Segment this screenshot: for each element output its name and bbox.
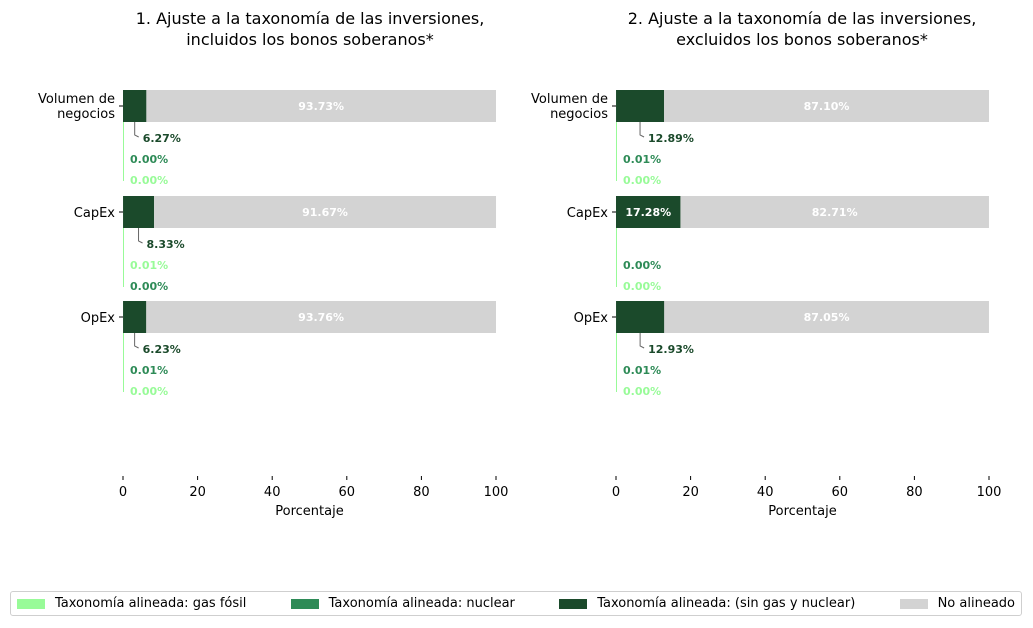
panel-2-label-no-2: 82.71% xyxy=(812,206,858,219)
panel-2-label-sin-3: 12.93% xyxy=(648,343,694,356)
panel-1-label-nuclear-3: 0.01% xyxy=(130,364,168,377)
panel-1-bar-sin-2 xyxy=(123,196,155,228)
panel-1-leader-sin-1 xyxy=(134,122,139,138)
panel-1-label-gas-3: 0.00% xyxy=(130,385,168,398)
panel-2-label-nuclear-1: 0.01% xyxy=(623,153,661,166)
panel-2-label-no-3: 87.05% xyxy=(804,311,850,324)
panel-1-category-label-1-2: negocios xyxy=(57,107,115,122)
panel-1-label-no-3: 93.76% xyxy=(298,311,344,324)
panel-1-label-sin-1: 6.27% xyxy=(143,132,181,145)
panel-1-xtick-label-100: 100 xyxy=(484,485,509,500)
panel-2-bar-no-1 xyxy=(664,90,989,122)
panel-1-xtick-label-80: 80 xyxy=(413,485,430,500)
panel-2-bar-sin-3 xyxy=(616,301,665,333)
panel-2-label-gas-3: 0.00% xyxy=(623,385,661,398)
panel-1-xtick-label-20: 20 xyxy=(189,485,206,500)
legend-swatch-gas xyxy=(17,598,45,609)
legend-label-gas: Taxonomía alineada: gas fósil xyxy=(55,596,247,611)
panel-2-category-label-1-1: Volumen de xyxy=(531,92,608,107)
legend-swatch-no xyxy=(899,598,928,609)
panel-1-category-label-2-1: CapEx xyxy=(74,206,116,221)
panel-1-xtick-label-0: 0 xyxy=(119,485,127,500)
panel-2-label-gas-2: 0.00% xyxy=(623,280,661,293)
legend-item-nuclear: Taxonomía alineada: nuclear xyxy=(290,596,515,611)
panel-1-leader-sin-2 xyxy=(138,228,143,244)
panel-2-leader-sin-1 xyxy=(639,122,645,138)
legend: Taxonomía alineada: gas fósil Taxonomía … xyxy=(10,591,1022,616)
panel-2-leader-sin-3 xyxy=(639,333,645,349)
panel-1-xtick-label-40: 40 xyxy=(264,485,281,500)
panel-1-label-no-1: 93.73% xyxy=(298,100,344,113)
panel-2-label-sin-1: 12.89% xyxy=(648,132,694,145)
panel-1-bar-no-1 xyxy=(146,90,497,122)
panel-1-category-label-1-1: Volumen de xyxy=(38,92,115,107)
panel-2-title-line-2: excluidos los bonos soberanos* xyxy=(676,30,928,49)
panel-2-bar-sin-1 xyxy=(616,90,665,122)
panel-2-label-nuclear-3: 0.01% xyxy=(623,364,661,377)
panel-2-xtick-label-80: 80 xyxy=(906,485,923,500)
legend-item-sin: Taxonomía alineada: (sin gas y nuclear) xyxy=(559,596,855,611)
panel-1-label-gas-1: 0.00% xyxy=(130,174,168,187)
panel-1-title-line-2: incluidos los bonos soberanos* xyxy=(186,30,434,49)
panel-2-x-axis-label: Porcentaje xyxy=(768,504,836,519)
panel-2-bar-sin-2 xyxy=(616,196,681,228)
legend-swatch-sin xyxy=(559,598,588,609)
panel-1-x-axis-label: Porcentaje xyxy=(275,504,343,519)
panel-1-label-nuclear-2: 0.00% xyxy=(130,280,168,293)
panel-2-label-no-1: 87.10% xyxy=(804,100,850,113)
panel-1-title-line-1: 1. Ajuste a la taxonomía de las inversio… xyxy=(136,9,485,28)
panel-2-bar-no-3 xyxy=(664,301,989,333)
legend-label-sin: Taxonomía alineada: (sin gas y nuclear) xyxy=(597,596,856,611)
panel-1-xtick-label-60: 60 xyxy=(339,485,356,500)
panel-2-xtick-label-20: 20 xyxy=(682,485,699,500)
panel-2-xtick-label-0: 0 xyxy=(612,485,620,500)
panel-2-label-nuclear-2: 0.00% xyxy=(623,259,661,272)
legend-label-no: No alineado xyxy=(937,596,1015,611)
panel-1-label-gas-2: 0.01% xyxy=(130,259,168,272)
panel-1-bar-no-2 xyxy=(154,196,497,228)
panel-1-label-sin-2: 8.33% xyxy=(147,238,185,251)
panel-2-category-label-1-2: negocios xyxy=(550,107,608,122)
panel-1-bar-sin-3 xyxy=(123,301,147,333)
panel-2-xtick-label-60: 60 xyxy=(832,485,849,500)
panel-1-label-sin-3: 6.23% xyxy=(143,343,181,356)
legend-item-gas: Taxonomía alineada: gas fósil xyxy=(17,596,246,611)
panel-2-label-gas-1: 0.00% xyxy=(623,174,661,187)
panel-2-title-line-1: 2. Ajuste a la taxonomía de las inversio… xyxy=(628,9,977,28)
legend-label-nuclear: Taxonomía alineada: nuclear xyxy=(328,596,515,611)
legend-swatch-nuclear xyxy=(290,598,319,609)
panel-1-leader-sin-3 xyxy=(134,333,139,349)
panel-2-xtick-label-100: 100 xyxy=(977,485,1002,500)
panel-2-category-label-3-1: OpEx xyxy=(574,311,609,326)
panel-1-bar-sin-1 xyxy=(123,90,147,122)
panel-2-label-sin-2: 17.28% xyxy=(625,206,671,219)
legend-item-no: No alineado xyxy=(899,596,1015,611)
panel-1-label-nuclear-1: 0.00% xyxy=(130,153,168,166)
panel-2-xtick-label-40: 40 xyxy=(757,485,774,500)
panel-2-category-label-2-1: CapEx xyxy=(567,206,609,221)
panel-1-bar-no-3 xyxy=(146,301,496,333)
panel-2-bar-no-2 xyxy=(680,196,989,228)
panel-1-category-label-3-1: OpEx xyxy=(81,311,116,326)
panel-1-label-no-2: 91.67% xyxy=(302,206,348,219)
